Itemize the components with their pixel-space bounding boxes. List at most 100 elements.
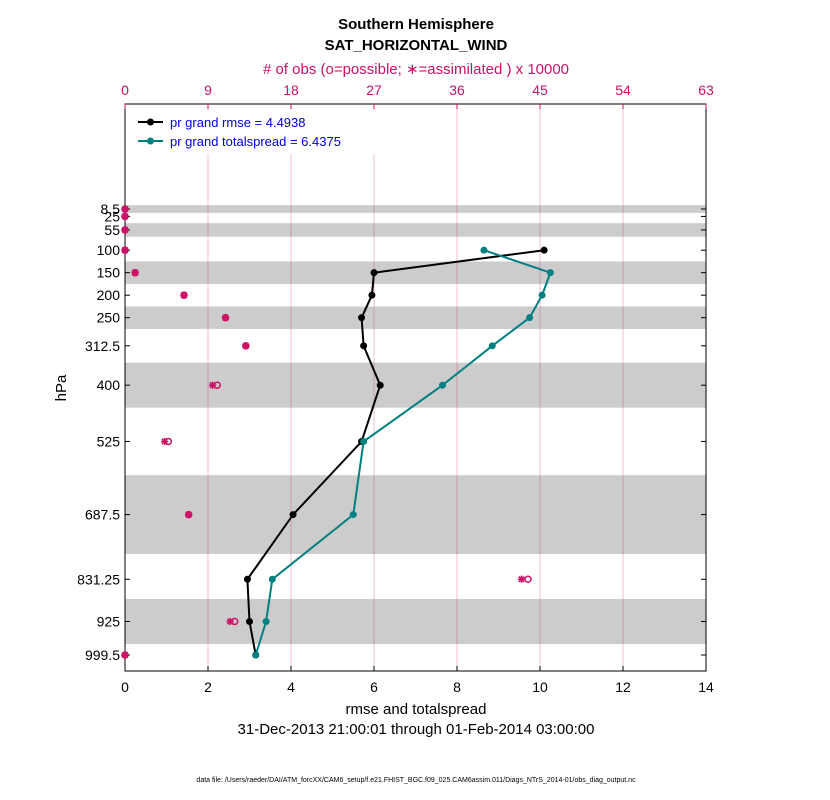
footnote: data file: /Users/raeder/DAI/ATM_forcXX/… <box>196 777 636 784</box>
y-tick-label: 312.5 <box>85 338 120 354</box>
asterisk-stroke <box>209 381 216 389</box>
top-x-tick-label: 9 <box>204 82 212 98</box>
obs-assimilated-marker <box>209 381 217 389</box>
series-point-1 <box>262 617 270 625</box>
level-band <box>125 223 706 237</box>
series-point-0 <box>360 342 368 350</box>
chart-subtitle: SAT_HORIZONTAL_WIND <box>325 37 508 54</box>
asterisk-stroke <box>222 314 229 321</box>
obs-assimilated-marker <box>242 342 250 350</box>
series-point-1 <box>252 651 260 659</box>
legend-rmse-label: pr grand rmse = 4.4938 <box>170 115 306 130</box>
axis-ticks <box>124 104 707 671</box>
x-tick-label: 6 <box>370 679 378 695</box>
series-point-1 <box>488 342 496 350</box>
obs-assimilated-marker <box>180 291 188 299</box>
asterisk-stroke <box>121 205 129 213</box>
asterisk-stroke <box>518 576 525 583</box>
x-tick-label: 14 <box>698 679 714 695</box>
level-band <box>125 205 706 213</box>
y-tick-label: 150 <box>97 265 121 281</box>
asterisk-stroke <box>226 618 234 625</box>
y-tick-label: 831.25 <box>77 571 120 587</box>
x-axis-label: rmse and totalspread <box>346 701 487 718</box>
series-point-0 <box>370 269 378 277</box>
top-x-tick-labels: 0 9 18 27 36 45 54 63 <box>121 82 714 98</box>
asterisk-stroke <box>161 438 168 445</box>
obs-assimilated-marker <box>121 212 129 221</box>
date-range: 31-Dec-2013 21:00:01 through 01-Feb-2014… <box>238 721 595 738</box>
y-tick-label: 400 <box>97 377 121 393</box>
x-tick-label: 8 <box>453 679 461 695</box>
legend-rmse-marker <box>147 118 154 126</box>
asterisk-stroke <box>180 291 188 299</box>
legend-box <box>131 110 381 154</box>
series-point-0 <box>376 381 384 389</box>
level-band <box>125 475 706 554</box>
series-point-1 <box>546 269 554 277</box>
obs-assimilated-marker <box>517 575 526 583</box>
plot-frame <box>124 103 707 672</box>
obs-possible-marker <box>524 575 532 584</box>
x-tick-label: 2 <box>204 679 212 695</box>
x-tick-label: 4 <box>287 679 295 695</box>
asterisk-stroke <box>121 213 129 220</box>
y-tick-label: 687.5 <box>85 507 120 523</box>
series-point-1 <box>268 575 276 583</box>
obs-assimilated-marker <box>226 617 234 626</box>
chart-title: Southern Hemisphere <box>338 16 494 33</box>
legend-spread-label: pr grand totalspread = 6.4375 <box>170 134 341 149</box>
series-point-0 <box>368 291 376 299</box>
obs-assimilated-marker <box>121 246 129 254</box>
series-point-1 <box>438 381 446 389</box>
level-band <box>125 598 706 644</box>
series-point-1 <box>480 246 488 254</box>
top-x-tick-label: 54 <box>615 82 631 98</box>
x-tick-label: 12 <box>615 679 631 695</box>
obs-count-markers <box>121 205 532 659</box>
y-tick-label: 999.5 <box>85 647 120 663</box>
obs-assimilated-marker <box>221 314 230 322</box>
level-band <box>125 261 706 284</box>
top-x-tick-label: 63 <box>698 82 714 98</box>
y-tick-label: 525 <box>97 433 121 449</box>
shaded-level-bands <box>125 205 706 644</box>
obs-assimilated-marker <box>185 510 193 519</box>
x-tick-label: 10 <box>532 679 548 695</box>
top-x-tick-label: 18 <box>283 82 299 98</box>
asterisk-stroke <box>121 246 129 254</box>
series-point-1 <box>360 437 368 445</box>
level-band <box>125 306 706 329</box>
series-point-0 <box>289 511 297 519</box>
x-tick-labels: 0 2 4 6 8 10 12 14 <box>121 679 714 695</box>
x-tick-label: 0 <box>121 679 129 695</box>
top-x-tick-label: 0 <box>121 82 129 98</box>
series-point-0 <box>243 575 251 583</box>
obs-assimilated-marker <box>161 437 169 446</box>
top-axis-label: # of obs (o=possible; ∗=assimilated ) x … <box>263 61 569 78</box>
y-tick-label: 25 <box>104 208 120 224</box>
obs-assimilated-marker <box>121 205 129 213</box>
obs-assimilated-marker <box>131 269 139 277</box>
obs-assimilated-marker <box>121 226 129 234</box>
y-axis-label: hPa <box>53 374 70 401</box>
top-x-tick-label: 36 <box>449 82 465 98</box>
series-lines <box>243 246 554 659</box>
top-x-tick-label: 27 <box>366 82 382 98</box>
y-tick-label: 200 <box>97 287 121 303</box>
series-point-1 <box>526 314 534 322</box>
asterisk-stroke <box>131 269 139 276</box>
series-point-0 <box>540 246 548 254</box>
y-tick-label: 55 <box>104 222 120 238</box>
series-point-1 <box>538 291 546 299</box>
series-point-0 <box>246 617 253 625</box>
series-point-1 <box>349 511 357 519</box>
asterisk-stroke <box>121 651 129 659</box>
obs-assimilated-marker <box>121 651 129 659</box>
y-tick-label: 100 <box>97 242 121 258</box>
legend-spread-marker <box>147 137 154 145</box>
legend: pr grand rmse = 4.4938 pr grand totalspr… <box>131 110 381 154</box>
level-band <box>125 362 706 408</box>
